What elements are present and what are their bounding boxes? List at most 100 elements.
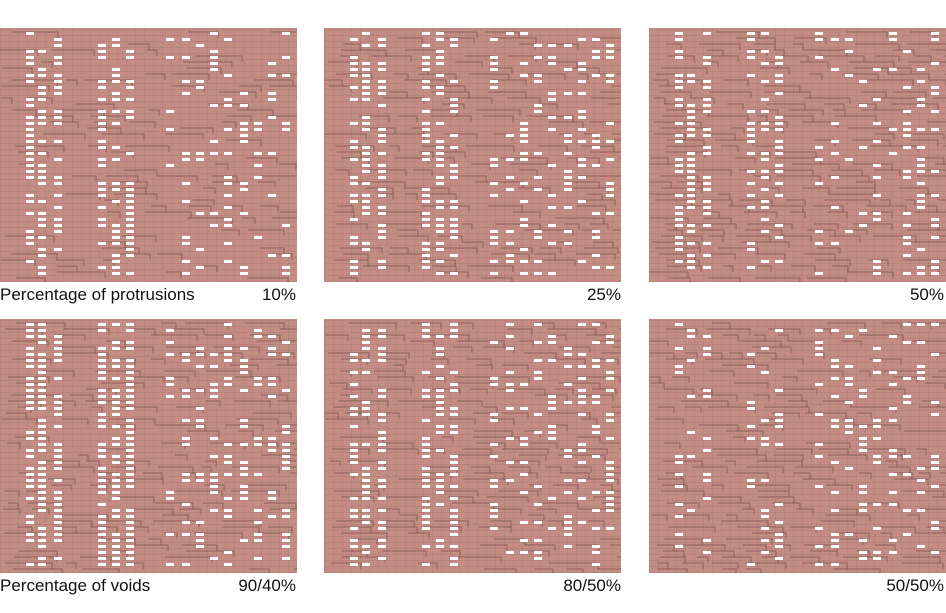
protrusion-step: [205, 400, 221, 407]
void-slot: [126, 407, 134, 410]
protrusion-step: [710, 253, 736, 260]
void-slot: [845, 335, 853, 338]
void-slot: [362, 194, 370, 197]
void-slot: [775, 74, 783, 77]
void-slot: [240, 272, 248, 275]
void-slot: [903, 86, 911, 89]
protrusion-step: [939, 199, 946, 201]
protrusion-step: [156, 424, 206, 431]
void-slot: [126, 533, 134, 536]
protrusion-step: [66, 79, 78, 86]
void-slot: [54, 224, 62, 227]
protrusion-step: [237, 109, 274, 116]
void-slot: [703, 224, 711, 227]
void-slot: [775, 389, 783, 392]
protrusion-step: [333, 406, 361, 413]
void-slot: [98, 557, 106, 560]
void-slot: [703, 188, 711, 191]
protrusion-step: [743, 544, 767, 551]
void-slot: [747, 32, 755, 35]
protrusion-step: [418, 73, 457, 80]
void-slot: [917, 128, 925, 131]
void-slot: [422, 212, 430, 215]
protrusion-step: [859, 472, 872, 479]
void-slot: [917, 266, 925, 269]
protrusion-step: [337, 151, 362, 158]
void-slot: [873, 140, 881, 143]
void-slot: [490, 242, 498, 245]
void-slot: [520, 473, 528, 476]
void-slot: [534, 152, 542, 155]
void-slot: [422, 509, 430, 512]
void-slot: [564, 545, 572, 548]
void-slot: [126, 98, 134, 101]
protrusion-step: [476, 364, 493, 371]
void-slot: [761, 371, 769, 374]
protrusion-step: [842, 73, 879, 80]
protrusion-step: [276, 364, 297, 366]
void-slot: [126, 485, 134, 488]
protrusion-step: [334, 490, 380, 497]
void-slot: [747, 140, 755, 143]
void-slot: [436, 260, 444, 263]
void-slot: [362, 200, 370, 203]
protrusion-step: [764, 406, 810, 413]
void-slot: [26, 194, 34, 197]
void-slot: [54, 425, 62, 428]
void-slot: [422, 56, 430, 59]
protrusion-step: [227, 115, 252, 122]
value-label-voids-50-50: 50/50%: [886, 576, 944, 595]
protrusion-step: [57, 109, 105, 116]
void-slot: [436, 182, 444, 185]
protrusion-step: [253, 412, 292, 419]
void-slot: [38, 236, 46, 239]
void-slot: [282, 443, 290, 446]
void-slot: [873, 347, 881, 350]
void-slot: [166, 329, 174, 332]
protrusion-step: [404, 187, 450, 194]
void-slot: [687, 260, 695, 263]
void-slot: [422, 323, 430, 326]
protrusion-step: [441, 31, 478, 38]
void-slot: [26, 539, 34, 542]
void-slot: [378, 437, 386, 440]
protrusion-step: [940, 472, 946, 474]
void-slot: [224, 377, 232, 380]
protrusion-step: [324, 133, 367, 140]
protrusion-step: [328, 352, 370, 359]
void-slot: [38, 200, 46, 203]
protrusion-step: [371, 55, 412, 62]
void-slot: [606, 359, 614, 362]
void-slot: [606, 80, 614, 83]
void-slot: [268, 497, 276, 500]
void-slot: [240, 371, 248, 374]
void-slot: [815, 329, 823, 332]
void-slot: [362, 212, 370, 215]
protrusion-step: [343, 388, 373, 395]
protrusion-step: [383, 97, 425, 104]
void-slot: [378, 359, 386, 362]
void-slot: [38, 437, 46, 440]
void-slot: [703, 86, 711, 89]
protrusion-step: [165, 556, 213, 563]
void-slot: [362, 563, 370, 566]
protrusion-step: [692, 466, 728, 473]
void-slot: [378, 449, 386, 452]
protrusion-step: [814, 223, 839, 230]
protrusion-step: [653, 79, 669, 86]
void-slot: [534, 503, 542, 506]
void-slot: [450, 467, 458, 470]
protrusion-step: [615, 49, 621, 51]
protrusion-step: [157, 175, 198, 182]
void-slot: [450, 146, 458, 149]
void-slot: [26, 80, 34, 83]
protrusion-step: [186, 550, 235, 557]
void-slot: [592, 56, 600, 59]
protrusion-step: [790, 556, 820, 563]
void-slot: [859, 104, 867, 107]
protrusion-step: [666, 328, 698, 335]
protrusion-step: [541, 103, 558, 110]
void-slot: [534, 323, 542, 326]
void-slot: [282, 533, 290, 536]
void-slot: [362, 473, 370, 476]
